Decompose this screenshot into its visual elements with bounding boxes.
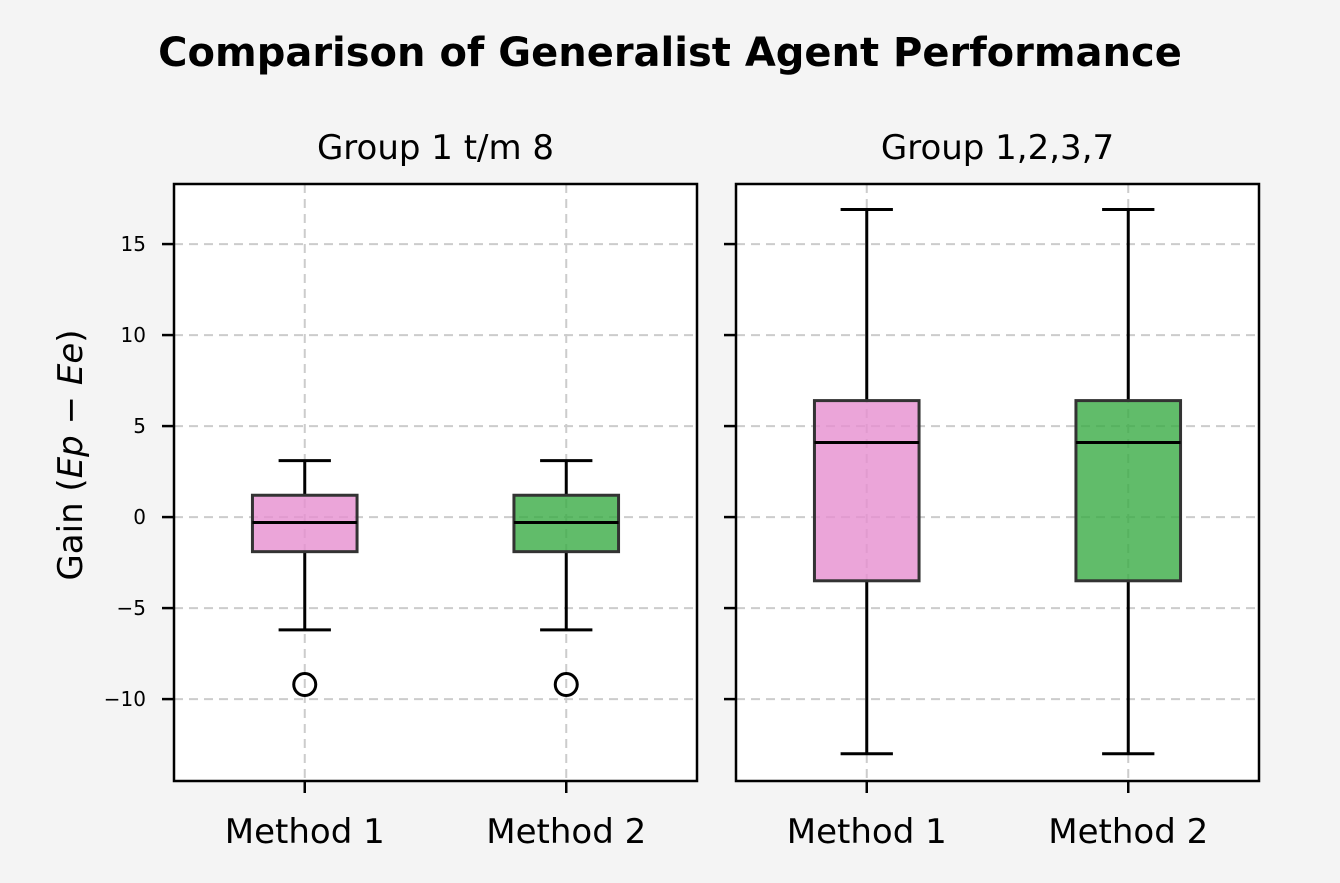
panel-group-1237: Group 1,2,3,7 Method 1 Method 2	[724, 128, 1261, 852]
panel-title: Group 1,2,3,7	[881, 128, 1114, 168]
ticks	[162, 242, 568, 793]
y-tick-label: 10	[121, 323, 146, 347]
x-tick-label: Method 1	[225, 812, 385, 852]
x-tick-label: Method 2	[1048, 812, 1208, 852]
panel-frame	[172, 182, 699, 783]
y-tick-labels: −10 −5 0 5 10 15	[104, 232, 146, 711]
chart-title: Comparison of Generalist Agent Performan…	[158, 30, 1182, 76]
panel-frame	[734, 182, 1261, 783]
iqr-box	[812, 399, 921, 583]
x-tick-labels: Method 1 Method 2	[225, 812, 646, 852]
y-tick-label: −5	[117, 596, 146, 620]
y-axis-label: Gain (Ep − Ee)	[51, 329, 91, 580]
outlier-point	[553, 672, 579, 698]
x-tick-labels: Method 1 Method 2	[787, 812, 1208, 852]
y-tick-label: 5	[133, 414, 146, 438]
x-tick-label: Method 2	[486, 812, 646, 852]
boxes	[812, 207, 1183, 756]
y-axis-label-prefix: Gain (	[51, 478, 91, 580]
y-axis-label-suffix: )	[51, 329, 91, 342]
x-tick-label: Method 1	[787, 812, 947, 852]
y-tick-label: −10	[104, 687, 146, 711]
boxes	[250, 459, 621, 698]
panel-title: Group 1 t/m 8	[317, 128, 554, 168]
y-tick-label: 0	[133, 505, 146, 529]
panel-background	[174, 184, 697, 781]
y-axis-label-math: Ep − Ee	[51, 343, 91, 479]
outlier-point	[292, 672, 318, 698]
y-tick-label: 15	[121, 232, 146, 256]
iqr-box	[1074, 399, 1183, 583]
ticks	[724, 242, 1130, 793]
